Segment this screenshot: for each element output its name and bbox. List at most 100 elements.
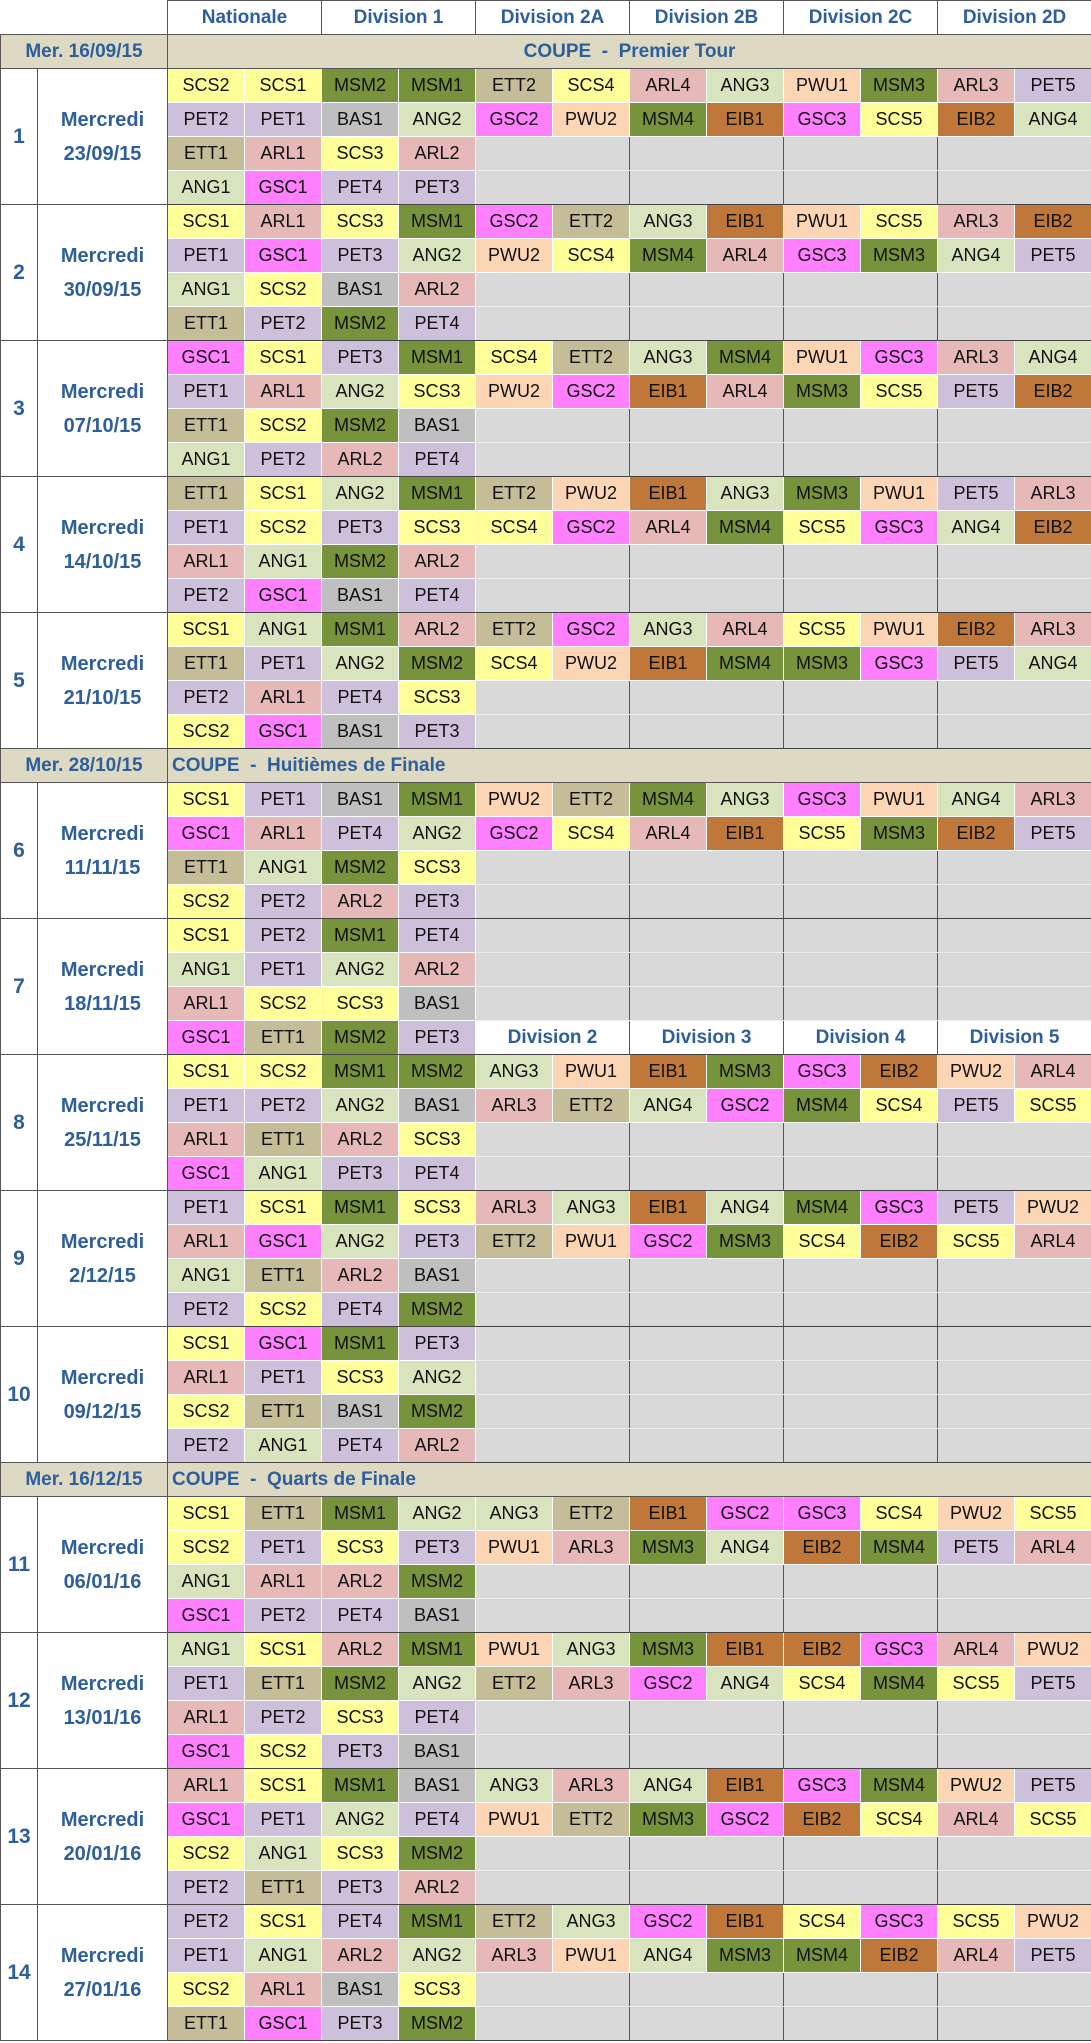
team-cell: MSM3: [629, 1632, 708, 1667]
team-cell: EIB2: [1014, 374, 1091, 409]
team-cell: SCS3: [321, 1360, 399, 1395]
round-date-text: 13/01/16: [63, 1706, 142, 1729]
match-row: ANG1 GSC1 PET4 PET3: [1, 170, 1091, 205]
team-cell: ANG3: [706, 68, 785, 103]
empty-cell: [783, 442, 861, 477]
match-row: SCS2 PET2 ARL2 PET3: [1, 884, 1091, 919]
team-cell: ANG1: [244, 1836, 322, 1871]
header-row: Nationale Division 1 Division 2A Division 2…: [0, 0, 1091, 35]
team-cell: MSM1: [321, 1054, 399, 1089]
empty-cell: [1014, 1292, 1091, 1327]
team-cell: MSM1: [321, 918, 399, 953]
team-cell: MSM2: [398, 1836, 476, 1871]
empty-cell: [475, 1700, 553, 1735]
team-cell: GSC3: [783, 782, 862, 817]
empty-cell: [629, 884, 707, 919]
team-cell: ETT1: [167, 850, 245, 885]
team-cell: ARL1: [167, 1122, 245, 1157]
round-day: Mercredi: [60, 1230, 145, 1253]
team-cell: SCS2: [167, 1394, 245, 1429]
team-cell: PET3: [321, 1156, 399, 1191]
round-date-text: 07/10/15: [63, 414, 142, 437]
team-cell: GSC2: [475, 102, 553, 137]
match-row: SCS2 PET1 SCS3 PET3 PWU1 ARL3 MSM3 ANG4 EIB2 MSM4…: [1, 1530, 1091, 1565]
empty-cell: [783, 1564, 861, 1599]
team-cell: SCS2: [167, 1530, 245, 1565]
team-cell: SCS5: [860, 374, 939, 409]
team-cell: ARL2: [321, 1122, 399, 1157]
team-cell: PET4: [321, 1428, 399, 1463]
empty-cell: [629, 1734, 707, 1769]
team-cell: PET4: [398, 306, 476, 341]
team-cell: PET3: [398, 1020, 476, 1055]
empty-cell: [783, 1734, 861, 1769]
empty-cell: [860, 986, 938, 1021]
team-cell: ARL1: [244, 204, 322, 239]
team-cell: SCS1: [244, 1190, 322, 1225]
team-cell: MSM2: [321, 1020, 399, 1055]
coupe-date: Mer. 28/10/15: [0, 748, 168, 783]
team-cell: SCS1: [167, 782, 245, 817]
empty-cell: [937, 952, 1015, 987]
round-date: Mercredi 20/01/16: [37, 1768, 168, 1905]
team-cell: ETT1: [244, 1020, 322, 1055]
empty-cell: [475, 1428, 553, 1463]
team-cell: ARL4: [629, 68, 708, 103]
empty-cell: [860, 1394, 938, 1429]
team-cell: MSM1: [398, 782, 476, 817]
team-cell: MSM4: [706, 646, 785, 681]
team-cell: SCS1: [167, 1326, 245, 1361]
team-cell: ARL2: [398, 1870, 476, 1905]
empty-cell: [475, 2006, 553, 2041]
empty-cell: [552, 1598, 630, 1633]
empty-cell: [629, 136, 707, 171]
empty-cell: [937, 1870, 1015, 1905]
empty-cell: [783, 1972, 861, 2007]
match-row: ANG1 ARL1 ARL2 MSM2: [1, 1564, 1091, 1599]
match-row: 5 Mercredi 21/10/15 SCS1 ANG1 MSM1 ARL2 ETT2 GSC…: [0, 612, 1091, 749]
team-cell: PET5: [1014, 1666, 1091, 1701]
team-cell: EIB1: [629, 1190, 708, 1225]
team-cell: ARL2: [398, 272, 476, 307]
empty-cell: [1014, 408, 1091, 443]
empty-cell: [706, 408, 784, 443]
team-cell: EIB1: [706, 816, 785, 851]
team-cell: ANG4: [1014, 340, 1091, 375]
empty-cell: [860, 1258, 938, 1293]
team-cell: ANG1: [244, 612, 322, 647]
team-cell: PET1: [244, 102, 322, 137]
team-cell: BAS1: [321, 714, 399, 749]
team-cell: PET1: [244, 1802, 322, 1837]
team-cell: PET4: [398, 578, 476, 613]
team-cell: MSM2: [398, 1054, 476, 1089]
match-row: 12 Mercredi 13/01/16 ANG1 SCS1 ARL2 MSM1 PWU1 AN…: [0, 1632, 1091, 1769]
round-number: 11: [0, 1496, 38, 1633]
empty-cell: [783, 714, 861, 749]
team-cell: SCS3: [398, 1972, 476, 2007]
team-cell: ANG4: [706, 1666, 785, 1701]
empty-cell: [937, 408, 1015, 443]
team-cell: ARL4: [1014, 1054, 1091, 1089]
empty-cell: [552, 2006, 630, 2041]
empty-cell: [860, 952, 938, 987]
team-cell: BAS1: [398, 408, 476, 443]
team-cell: ETT1: [167, 306, 245, 341]
division-header: Division 2D: [937, 0, 1091, 35]
empty-cell: [860, 306, 938, 341]
round-day: Mercredi: [60, 958, 145, 981]
empty-cell: [552, 1360, 630, 1395]
match-row: GSC1 PET1 ANG2 PET4 PWU1 ETT2 MSM3 GSC2 EIB2 SCS4…: [1, 1802, 1091, 1837]
team-cell: PET5: [937, 1190, 1016, 1225]
empty-cell: [1014, 1836, 1091, 1871]
team-cell: SCS3: [321, 1836, 399, 1871]
empty-cell: [552, 1156, 630, 1191]
team-cell: ARL3: [475, 1088, 553, 1123]
team-cell: PWU1: [860, 782, 939, 817]
team-cell: SCS5: [860, 102, 939, 137]
empty-cell: [1014, 578, 1091, 613]
team-cell: PET5: [1014, 1768, 1091, 1803]
team-cell: MSM3: [860, 238, 939, 273]
empty-cell: [706, 1734, 784, 1769]
empty-cell: [860, 408, 938, 443]
team-cell: EIB1: [629, 374, 708, 409]
